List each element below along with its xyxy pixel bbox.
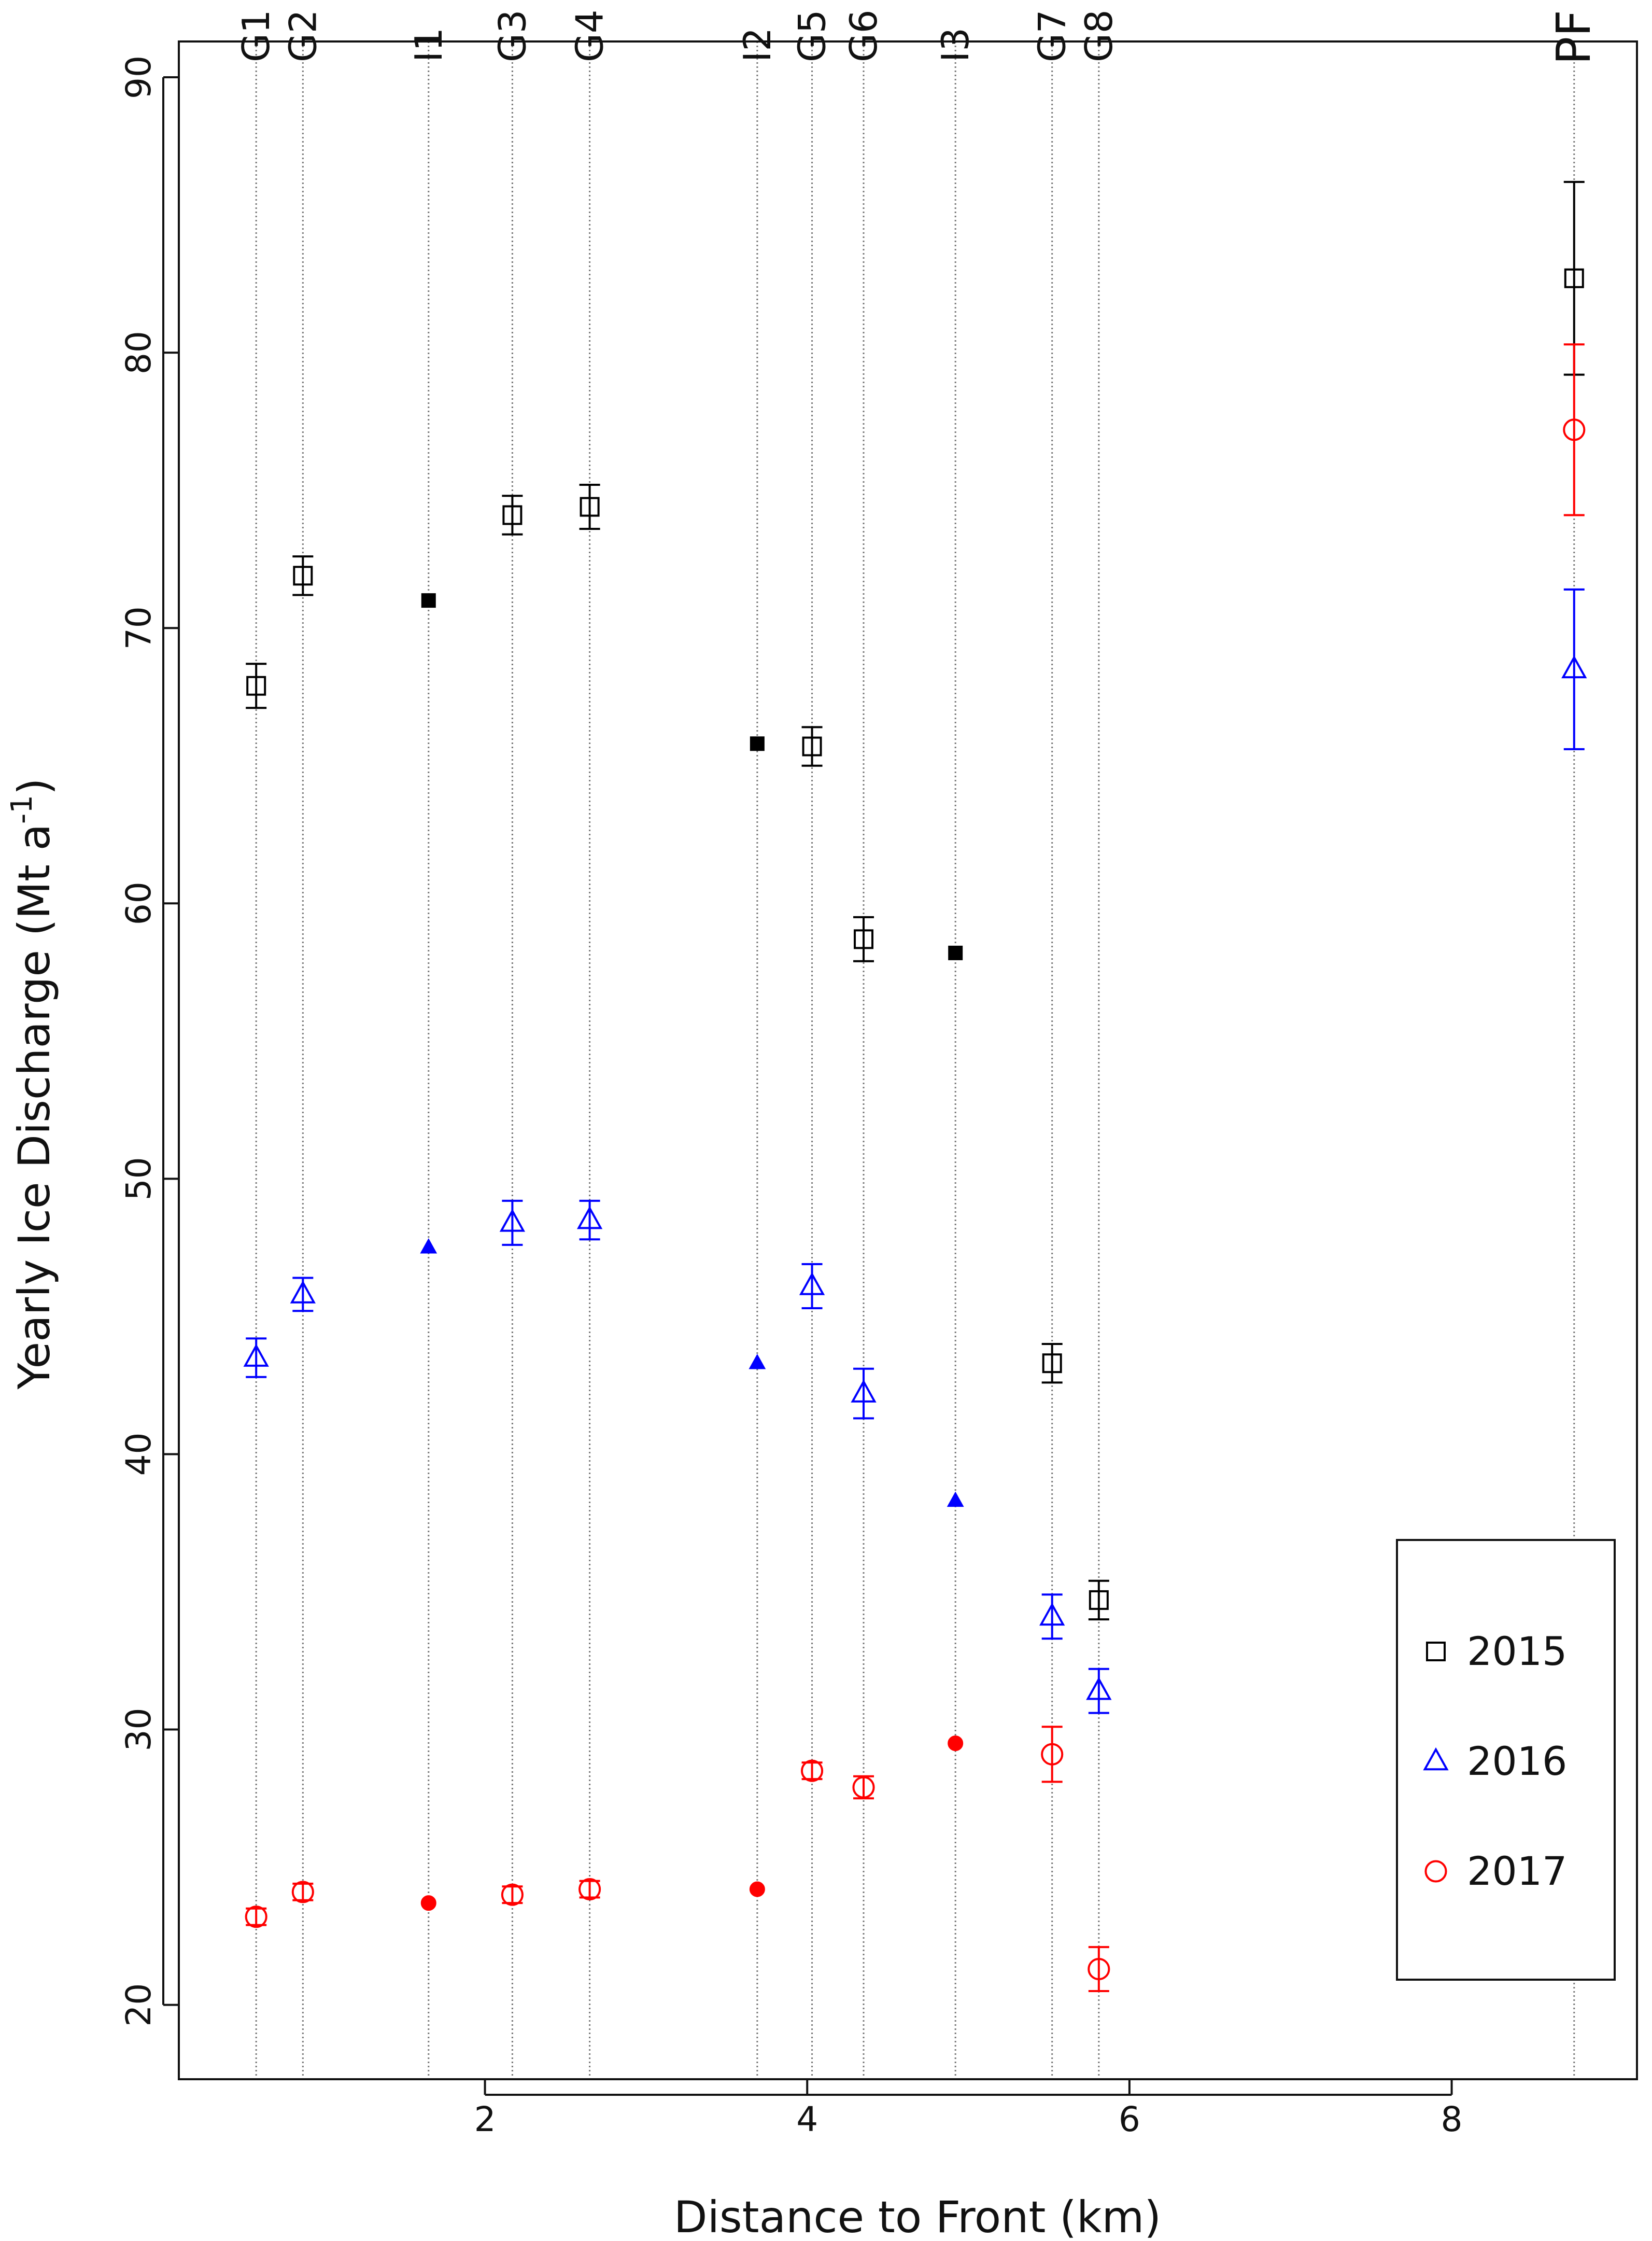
- data-point-2016: [1561, 655, 1587, 679]
- data-point-2017: [1563, 418, 1586, 441]
- data-point-2017: [291, 1881, 314, 1903]
- data-point-2016: [1086, 1677, 1112, 1700]
- y-tick-label: 80: [119, 331, 159, 374]
- data-point-2017: [749, 1881, 765, 1897]
- data-point-2017: [245, 1906, 267, 1928]
- series-2016: [243, 588, 1587, 1714]
- x-tick-label: 6: [1119, 2099, 1140, 2139]
- plot-frame: [178, 40, 1638, 2080]
- gate-label-pf: PF: [1547, 10, 1601, 65]
- gate-label-g7: G7: [1030, 9, 1074, 62]
- legend-label-2017: 2017: [1467, 1848, 1567, 1894]
- data-point-2017: [1088, 1958, 1110, 1981]
- x-tick-label: 2: [474, 2099, 496, 2139]
- data-point-2015: [421, 593, 436, 608]
- data-point-2015: [854, 929, 874, 949]
- x-tick-label: 8: [1441, 2099, 1463, 2139]
- data-point-2017: [1041, 1743, 1064, 1766]
- data-point-2017: [801, 1759, 824, 1782]
- gate-label-i3: I3: [934, 27, 977, 62]
- legend-marker-2015: [1426, 1642, 1446, 1661]
- data-point-2015: [502, 505, 523, 525]
- data-point-2017: [578, 1878, 601, 1901]
- legend-marker-2017: [1424, 1860, 1447, 1883]
- gate-labels: G1 G2 I1 G3 G4 I2 G5 G6 I3 G7 G8 PF: [234, 9, 1601, 65]
- data-marks: [243, 180, 1587, 1993]
- data-point-2017: [501, 1883, 524, 1906]
- data-point-2016: [576, 1206, 603, 1229]
- y-tick-label: 90: [119, 55, 159, 99]
- data-point-2016: [499, 1209, 526, 1232]
- data-point-2015: [948, 945, 963, 960]
- x-axis-label: Distance to Front (km): [674, 2192, 1161, 2241]
- gate-label-g4: G4: [568, 9, 612, 62]
- data-point-2016: [243, 1343, 269, 1367]
- gate-label-g5: G5: [790, 9, 834, 62]
- data-point-2016: [290, 1280, 316, 1304]
- data-point-2017: [852, 1776, 875, 1799]
- gate-label-i1: I1: [407, 27, 450, 62]
- series-2015: [246, 180, 1585, 1621]
- data-point-2016: [947, 1491, 964, 1507]
- legend: 2015 2016 2017: [1396, 1539, 1616, 1981]
- gate-label-g1: G1: [234, 9, 278, 62]
- data-point-2015: [1564, 268, 1584, 288]
- y-axis-label: Yearly Ice Discharge (Mt a-1): [5, 778, 60, 1390]
- y-tick-label: 20: [119, 1983, 159, 2027]
- data-point-2016: [749, 1354, 766, 1369]
- x-tick-label: 4: [796, 2099, 818, 2139]
- data-point-2017: [420, 1895, 436, 1911]
- axes: 20 30 40 50 60 70 80 90 2 4 6 8: [119, 40, 1638, 2139]
- data-point-2016: [420, 1238, 437, 1254]
- data-point-2016: [1039, 1602, 1065, 1626]
- series-2017: [245, 343, 1586, 1993]
- data-point-2015: [750, 736, 765, 751]
- y-tick-label: 40: [119, 1432, 159, 1476]
- data-point-2015: [1089, 1590, 1109, 1610]
- data-point-2016: [799, 1272, 825, 1295]
- data-point-2015: [802, 736, 822, 757]
- legend-label-2016: 2016: [1467, 1738, 1567, 1784]
- data-point-2015: [580, 497, 600, 517]
- gate-lines: [255, 41, 1575, 2079]
- gate-label-g2: G2: [281, 9, 324, 62]
- y-tick-label: 50: [119, 1157, 159, 1200]
- gate-label-g8: G8: [1077, 9, 1121, 62]
- data-point-2015: [246, 676, 266, 696]
- gate-label-i2: I2: [736, 27, 779, 62]
- y-axis-label-text: Yearly Ice Discharge (Mt a: [9, 824, 60, 1390]
- gate-label-g6: G6: [842, 9, 885, 62]
- y-axis-label-superscript: -1: [5, 795, 39, 824]
- legend-box: [1396, 1539, 1616, 1981]
- data-point-2016: [851, 1379, 877, 1403]
- data-point-2017: [948, 1735, 964, 1752]
- y-tick-label: 70: [119, 606, 159, 650]
- gate-label-g3: G3: [490, 9, 534, 62]
- legend-marker-2016: [1423, 1747, 1449, 1771]
- legend-label-2015: 2015: [1467, 1628, 1567, 1674]
- y-axis-label-close: ): [9, 778, 60, 795]
- data-point-2015: [1042, 1353, 1062, 1374]
- y-tick-label: 30: [119, 1708, 159, 1752]
- data-point-2015: [293, 566, 313, 586]
- y-tick-label: 60: [119, 881, 159, 925]
